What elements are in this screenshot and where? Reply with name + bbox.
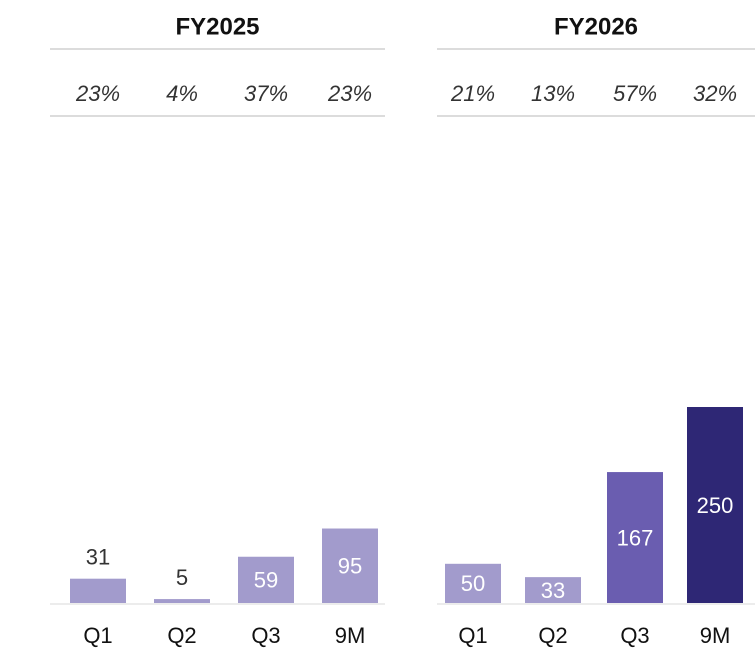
x-tick-label: Q3 [251,623,280,648]
bar [238,556,294,603]
value-label: 33 [541,578,565,603]
row-label: 32% [693,81,737,106]
row-label: 57% [613,81,657,106]
x-tick-label: Q3 [620,623,649,648]
bar [70,578,126,603]
value-label: 167 [617,525,654,550]
panel-title: FY2025 [175,13,259,40]
row-label: 21% [450,81,495,106]
value-label: 95 [338,554,362,579]
x-tick-label: Q1 [458,623,487,648]
x-tick-label: Q1 [83,623,112,648]
row-label: 37% [244,81,288,106]
row-label: 23% [327,81,372,106]
row-label: 23% [75,81,120,106]
bar [687,407,743,603]
bar [525,577,581,603]
value-label: 5 [176,565,188,590]
bar [322,528,378,603]
bar [154,599,210,603]
x-tick-label: Q2 [538,623,567,648]
bar [607,472,663,603]
x-tick-label: 9M [700,623,731,648]
value-label: 250 [697,493,734,518]
value-label: 31 [86,545,110,570]
x-tick-label: 9M [335,623,366,648]
value-label: 59 [254,568,278,593]
x-tick-label: Q2 [167,623,196,648]
panel-title: FY2026 [554,13,638,40]
row-label: 13% [531,81,575,106]
row-label: 4% [166,81,198,106]
value-label: 50 [461,571,485,596]
bar [445,563,501,603]
